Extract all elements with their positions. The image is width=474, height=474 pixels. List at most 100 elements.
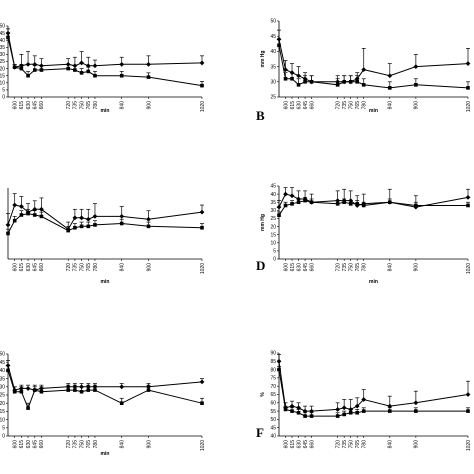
data-point xyxy=(303,198,307,203)
data-point xyxy=(6,35,10,40)
data-point xyxy=(465,392,471,397)
y-tick-label: 45 xyxy=(0,360,5,366)
data-point xyxy=(290,76,294,81)
x-tick-label: 600 xyxy=(283,440,289,449)
x-tick-label: 900 xyxy=(414,263,420,272)
y-tick-label: 15 xyxy=(0,409,5,415)
x-tick-label: 1020 xyxy=(200,440,206,451)
x-axis-label: min xyxy=(369,279,378,285)
y-tick-label: 35 xyxy=(0,45,5,51)
x-tick-label: 840 xyxy=(388,263,394,272)
x-tick-label: 735 xyxy=(342,440,348,449)
data-point xyxy=(309,200,314,205)
data-point xyxy=(277,43,281,48)
data-point xyxy=(39,68,44,72)
x-tick-label: 600 xyxy=(283,101,289,110)
x-tick-label: 600 xyxy=(12,101,18,110)
data-point xyxy=(66,388,71,392)
y-tick-label: 50 xyxy=(0,24,5,30)
x-tick-label: 765 xyxy=(86,440,92,449)
data-point xyxy=(302,408,308,414)
x-tick-label: 735 xyxy=(73,440,79,449)
data-point xyxy=(466,409,470,413)
data-point xyxy=(355,202,360,206)
data-point xyxy=(6,368,10,373)
data-point xyxy=(303,80,307,84)
y-tick-label: 30 xyxy=(0,385,5,391)
data-point xyxy=(342,412,346,417)
x-tick-label: 1020 xyxy=(466,101,472,112)
data-point xyxy=(25,386,31,391)
data-point xyxy=(92,214,98,219)
data-point xyxy=(119,73,124,78)
data-point xyxy=(348,202,353,206)
y-axis-label: mm Hg xyxy=(260,214,266,231)
panel-label: B xyxy=(256,108,265,123)
x-tick-label: 780 xyxy=(93,440,99,449)
data-point xyxy=(341,405,347,411)
y-tick-label: 45 xyxy=(0,31,5,37)
x-tick-label: 630 xyxy=(296,101,302,110)
data-point xyxy=(39,389,44,394)
data-point xyxy=(93,388,97,392)
x-tick-label: 660 xyxy=(309,440,315,449)
data-point xyxy=(39,214,44,219)
data-point xyxy=(355,80,360,84)
y-tick-label: 30 xyxy=(270,208,276,214)
data-point xyxy=(277,367,281,372)
data-point xyxy=(289,193,295,199)
x-tick-label: 720 xyxy=(335,263,341,272)
series-line-1 xyxy=(7,33,203,68)
y-tick-label: 40 xyxy=(0,368,5,374)
series-line-1 xyxy=(278,361,469,412)
y-tick-label: 10 xyxy=(0,81,5,87)
data-point xyxy=(296,200,301,205)
x-tick-label: 735 xyxy=(342,263,348,272)
data-point xyxy=(342,80,346,84)
data-point xyxy=(86,69,91,74)
x-tick-label: 630 xyxy=(296,263,302,272)
x-tick-label: 840 xyxy=(120,440,126,449)
data-point xyxy=(119,221,124,226)
y-tick-label: 20 xyxy=(270,224,276,230)
series-line-2 xyxy=(7,37,203,87)
x-tick-label: 645 xyxy=(33,263,39,272)
data-point xyxy=(283,76,288,81)
data-point xyxy=(348,80,353,84)
data-point xyxy=(387,200,392,205)
data-point xyxy=(12,218,17,223)
x-tick-label: 765 xyxy=(355,440,361,449)
x-tick-label: 750 xyxy=(79,263,85,272)
series-line-1 xyxy=(7,365,203,391)
data-point xyxy=(361,67,367,73)
data-point xyxy=(361,83,366,87)
x-tick-label: 630 xyxy=(26,440,32,449)
x-tick-label: 840 xyxy=(120,263,126,272)
y-tick-label: 85 xyxy=(270,359,276,365)
data-point xyxy=(86,388,91,392)
data-point xyxy=(361,409,366,413)
x-axis-label: min xyxy=(101,451,110,457)
x-tick-label: 615 xyxy=(19,101,25,110)
series-line-2 xyxy=(278,45,469,89)
x-tick-label: 660 xyxy=(309,101,315,110)
y-tick-label: 25 xyxy=(0,393,5,399)
y-tick-label: 45 xyxy=(270,34,276,40)
y-tick-label: 35 xyxy=(0,376,5,382)
data-point xyxy=(19,213,24,217)
x-tick-label: 630 xyxy=(26,101,32,110)
data-point xyxy=(465,61,471,66)
y-tick-label: 30 xyxy=(270,80,276,86)
data-point xyxy=(19,389,24,394)
data-point xyxy=(26,73,30,78)
x-tick-label: 645 xyxy=(33,440,39,449)
data-point xyxy=(414,83,418,87)
data-point xyxy=(146,224,151,229)
x-tick-label: 900 xyxy=(414,440,420,449)
x-tick-label: 660 xyxy=(309,263,315,272)
data-point xyxy=(146,61,151,67)
x-tick-label: 780 xyxy=(362,440,368,449)
data-point xyxy=(119,214,125,219)
data-point xyxy=(93,223,97,227)
